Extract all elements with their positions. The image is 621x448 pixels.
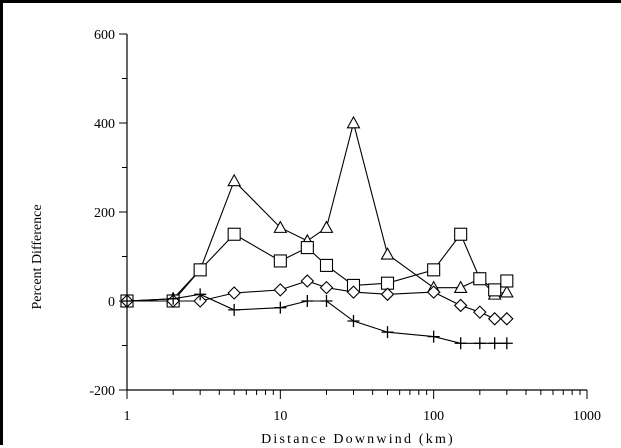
y-tick-label: 200	[94, 206, 115, 221]
data-point	[227, 173, 242, 187]
data-point	[473, 305, 487, 319]
data-point	[380, 247, 395, 260]
data-point	[381, 326, 394, 339]
data-point	[426, 285, 441, 299]
series-layer	[120, 115, 514, 350]
data-point	[167, 292, 180, 305]
data-point	[473, 272, 487, 286]
y-tick-label: -200	[89, 384, 115, 399]
data-point	[499, 284, 514, 298]
data-point	[273, 283, 288, 297]
data-point	[193, 263, 207, 277]
data-point	[227, 286, 241, 300]
data-point	[300, 274, 315, 288]
data-point	[380, 287, 395, 302]
series-line	[126, 293, 507, 344]
y-tick-label: 400	[94, 117, 115, 132]
data-point	[319, 258, 334, 272]
data-point	[488, 337, 501, 350]
data-point	[500, 337, 513, 350]
data-point	[320, 295, 333, 307]
data-point	[300, 241, 314, 255]
data-point	[427, 330, 440, 343]
x-tick-label: 10	[273, 409, 287, 424]
data-point	[454, 337, 467, 350]
data-point	[454, 227, 468, 241]
data-point	[453, 280, 468, 294]
data-point	[319, 220, 334, 233]
data-point	[346, 285, 361, 299]
data-point	[500, 274, 514, 288]
series-triangle	[120, 115, 514, 307]
data-point	[228, 303, 241, 316]
x-tick-label: 100	[423, 409, 444, 424]
x-tick-label: 1000	[573, 409, 601, 424]
data-point	[193, 294, 207, 308]
data-point	[273, 254, 287, 268]
data-point	[488, 283, 502, 297]
y-tick-label: 600	[94, 28, 115, 43]
data-point	[500, 312, 514, 326]
data-point	[346, 115, 361, 129]
data-point	[347, 315, 360, 328]
data-point	[487, 312, 502, 326]
series-square	[120, 227, 514, 308]
series-plus	[121, 288, 513, 350]
data-point	[121, 295, 133, 307]
data-point	[473, 337, 486, 350]
axes: -200 0 200 400 600 1 10 100 1000	[89, 28, 601, 424]
data-point	[194, 288, 207, 301]
data-point	[274, 301, 287, 314]
x-tick-label: 1	[124, 409, 131, 424]
data-point	[427, 263, 441, 277]
line-chart: -200 0 200 400 600 1 10 100 1000 Percent Differe…	[30, 28, 601, 447]
data-point	[301, 295, 314, 307]
series-line	[126, 120, 507, 302]
data-point	[319, 280, 334, 295]
x-axis-title: Distance Downwind (km)	[261, 432, 455, 447]
data-point	[227, 227, 241, 241]
y-tick-label: 0	[108, 295, 115, 310]
series-diamond	[120, 274, 514, 326]
series-line	[127, 233, 508, 302]
data-point	[453, 298, 468, 313]
data-point	[273, 220, 288, 233]
y-axis-title: Percent Difference	[30, 204, 45, 309]
data-point	[380, 276, 395, 290]
